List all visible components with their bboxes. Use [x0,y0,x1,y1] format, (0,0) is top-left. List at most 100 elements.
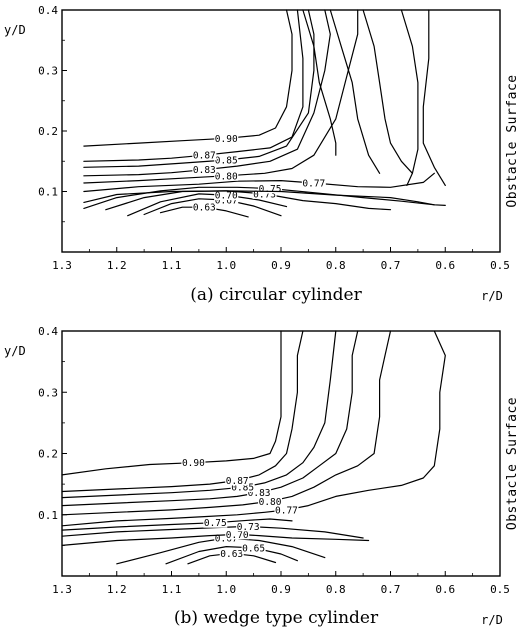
contour-label-bg [247,486,272,498]
x-tick-label: 1.1 [162,259,182,272]
contour-line [83,190,435,206]
contour-line [302,9,337,156]
x-tick-label: 1.2 [107,259,127,272]
y-tick-label: 0.2 [38,448,58,461]
contour-label-bg [225,474,250,486]
contour-label: 0.83 [193,165,216,176]
contour-line [362,9,413,174]
x-tick-label: 1.2 [107,583,127,596]
y-tick-label: 0.4 [38,325,58,338]
contour-line [422,9,446,186]
contour-label: 0.83 [248,488,271,499]
x-tick-label: 0.8 [326,259,346,272]
contour-label-bg [214,169,239,181]
x-axis-label: r/D [481,289,503,303]
y-tick-label: 0.3 [38,65,58,78]
x-tick-label: 1.0 [216,259,236,272]
x-tick-label: 0.5 [490,259,510,272]
panel-a-circular-cylinder: 1.3 1.2 1.1 1.0 0.9 0.8 0.7 0.6 0.5 0.1 0.2 0.3 0.4 y… [4,4,520,305]
contour-label: 0.90 [182,458,205,469]
contour-line [400,9,419,186]
contour-label: 0.65 [242,543,265,554]
y-tick-label: 0.2 [38,125,58,138]
contour-label-bg [219,547,244,559]
contour-line [83,9,331,177]
x-tick-label: 0.7 [381,259,401,272]
x-tick-label: 1.3 [52,259,72,272]
contour-label-bg [181,456,206,468]
contour-line [61,330,392,516]
contour-line [61,330,359,507]
y-axis-label: y/D [4,344,26,358]
contour-label-bg [274,503,299,515]
x-tick-label: 0.6 [435,259,455,272]
contour-label-bg [192,163,217,175]
y-tick-label: 0.1 [38,186,58,199]
contour-label: 0.73 [253,189,276,200]
contour-line [61,330,304,493]
contour-label: 0.80 [215,171,238,182]
panel-caption: (b) wedge type cylinder [174,608,379,628]
contour-label-bg [258,182,283,194]
x-tick-label: 0.8 [326,583,346,596]
contour-label-bg [301,177,326,189]
contour-label: 0.80 [259,497,282,508]
contour-label: 0.70 [215,191,238,202]
contour-label-bg [214,154,239,166]
contour-line [83,9,359,184]
contour-label: 0.75 [259,184,282,195]
obstacle-surface-label: Obstacle Surface [505,397,520,530]
contour-label-bg [214,189,239,201]
contour-line [83,9,293,147]
x-tick-label: 1.3 [52,583,72,596]
contour-label: 0.67 [215,195,238,206]
contour-line [61,330,446,527]
contour-label-bg [203,516,228,528]
x-tick-label: 1.0 [216,583,236,596]
contour-label-bg [225,528,250,540]
contour-label: 0.87 [226,476,249,487]
x-axis-label: r/D [481,613,503,627]
contour-line [83,9,315,168]
contour-label: 0.90 [215,134,238,145]
contour-label: 0.85 [231,483,254,494]
panel-b-wedge-type-cylinder: 1.3 1.2 1.1 1.0 0.9 0.8 0.7 0.6 0.5 0.1 0.2 0.3 0.4 y… [4,325,520,628]
contour-line [165,545,298,565]
contour-line [61,330,337,499]
x-tick-label: 0.6 [435,583,455,596]
contour-label: 0.75 [204,518,227,529]
contour-line [61,330,282,476]
x-tick-label: 0.5 [490,583,510,596]
contour-line [127,193,288,217]
x-tick-label: 0.7 [381,583,401,596]
contour-label-bg [230,481,255,493]
contour-label-bg [192,149,217,161]
contour-line [143,198,282,217]
contour-label-bg [192,201,217,213]
y-axis-label: y/D [4,23,26,37]
contour-label: 0.77 [302,179,325,190]
x-tick-label: 1.1 [162,583,182,596]
contour-label: 0.63 [220,549,243,560]
contour-label: 0.73 [237,522,260,533]
panel-caption: (a) circular cylinder [190,285,362,305]
contour-label-bg [258,495,283,507]
obstacle-surface-label: Obstacle Surface [505,74,520,207]
x-tick-label: 0.9 [271,259,291,272]
contour-line [61,525,364,539]
x-tick-label: 0.9 [271,583,291,596]
contour-label: 0.77 [275,505,298,516]
contour-line [329,9,381,174]
y-tick-label: 0.4 [38,4,58,17]
contour-label-bg [241,541,266,553]
y-tick-label: 0.1 [38,509,58,522]
contour-label: 0.85 [215,156,238,167]
contour-label: 0.87 [193,151,216,162]
contour-label-bg [214,132,239,144]
contour-line [83,9,304,162]
contour-label: 0.63 [193,203,216,214]
y-tick-label: 0.3 [38,386,58,399]
contour-label-bg [236,520,261,532]
contour-label: 0.70 [226,530,249,541]
